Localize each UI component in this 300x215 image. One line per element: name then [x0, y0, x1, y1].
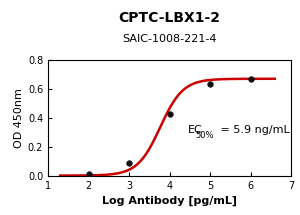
Text: = 5.9 ng/mL: = 5.9 ng/mL [217, 126, 290, 135]
Text: SAIC-1008-221-4: SAIC-1008-221-4 [122, 34, 217, 45]
Y-axis label: OD 450nm: OD 450nm [14, 88, 24, 148]
Text: 50%: 50% [196, 131, 214, 140]
X-axis label: Log Antibody [pg/mL]: Log Antibody [pg/mL] [102, 195, 237, 206]
Text: CPTC-LBX1-2: CPTC-LBX1-2 [118, 11, 220, 25]
Text: EC: EC [188, 126, 203, 135]
